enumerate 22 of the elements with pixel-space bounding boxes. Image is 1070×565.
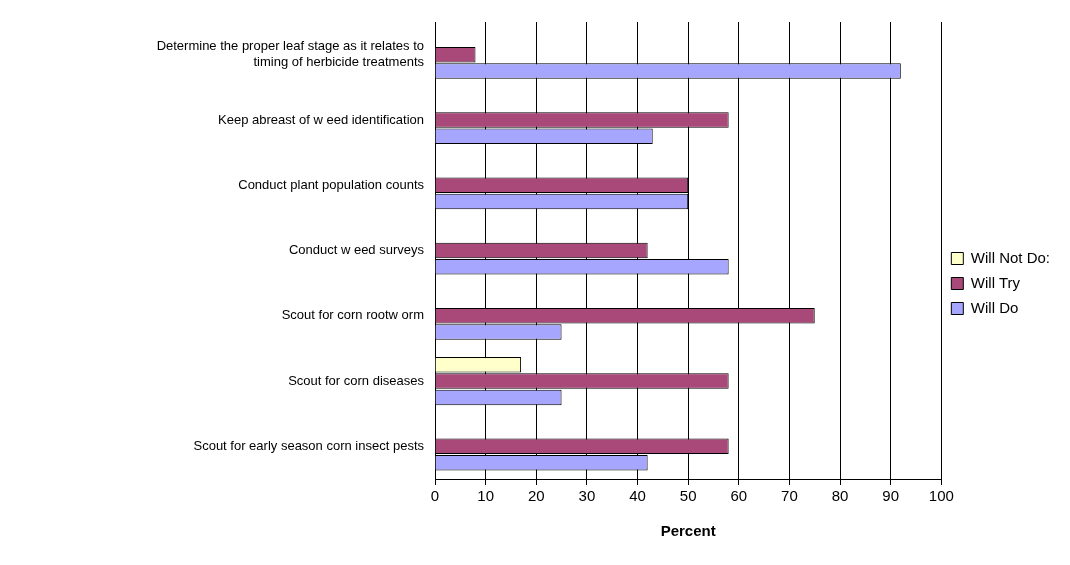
x-tick-label: 10 bbox=[477, 487, 494, 505]
x-axis-title: Percent bbox=[660, 522, 716, 540]
x-tick-label: 40 bbox=[629, 487, 646, 505]
x-tick-label: 60 bbox=[730, 487, 748, 505]
y-tick-label: Determine the proper leaf stage as it relates to timing of herbicide treatments bbox=[156, 38, 425, 70]
legend-label: Will Not Do: bbox=[970, 248, 1051, 266]
x-tick-label: 80 bbox=[831, 487, 849, 505]
x-tick-label: 90 bbox=[882, 487, 900, 505]
y-tick-label: Keep abreast of w eed identification bbox=[218, 111, 424, 127]
legend-label: Will Do bbox=[970, 298, 1019, 316]
x-tick-label: 0 bbox=[430, 487, 440, 505]
x-tick-label: 100 bbox=[928, 487, 954, 505]
legend-label: Will Try bbox=[970, 273, 1021, 291]
y-tick-label: Scout for corn rootw orm bbox=[281, 307, 424, 323]
x-tick-label: 50 bbox=[679, 487, 697, 505]
y-tick-label: Conduct plant population counts bbox=[238, 176, 425, 192]
x-tick-label: 70 bbox=[781, 487, 798, 505]
y-tick-label: Conduct w eed surveys bbox=[288, 242, 425, 258]
y-tick-label: Scout for corn diseases bbox=[288, 372, 425, 388]
y-tick-label: Scout for early season corn insect pests bbox=[193, 437, 425, 453]
x-tick-label: 30 bbox=[578, 487, 596, 505]
x-tick-label: 20 bbox=[527, 487, 545, 505]
